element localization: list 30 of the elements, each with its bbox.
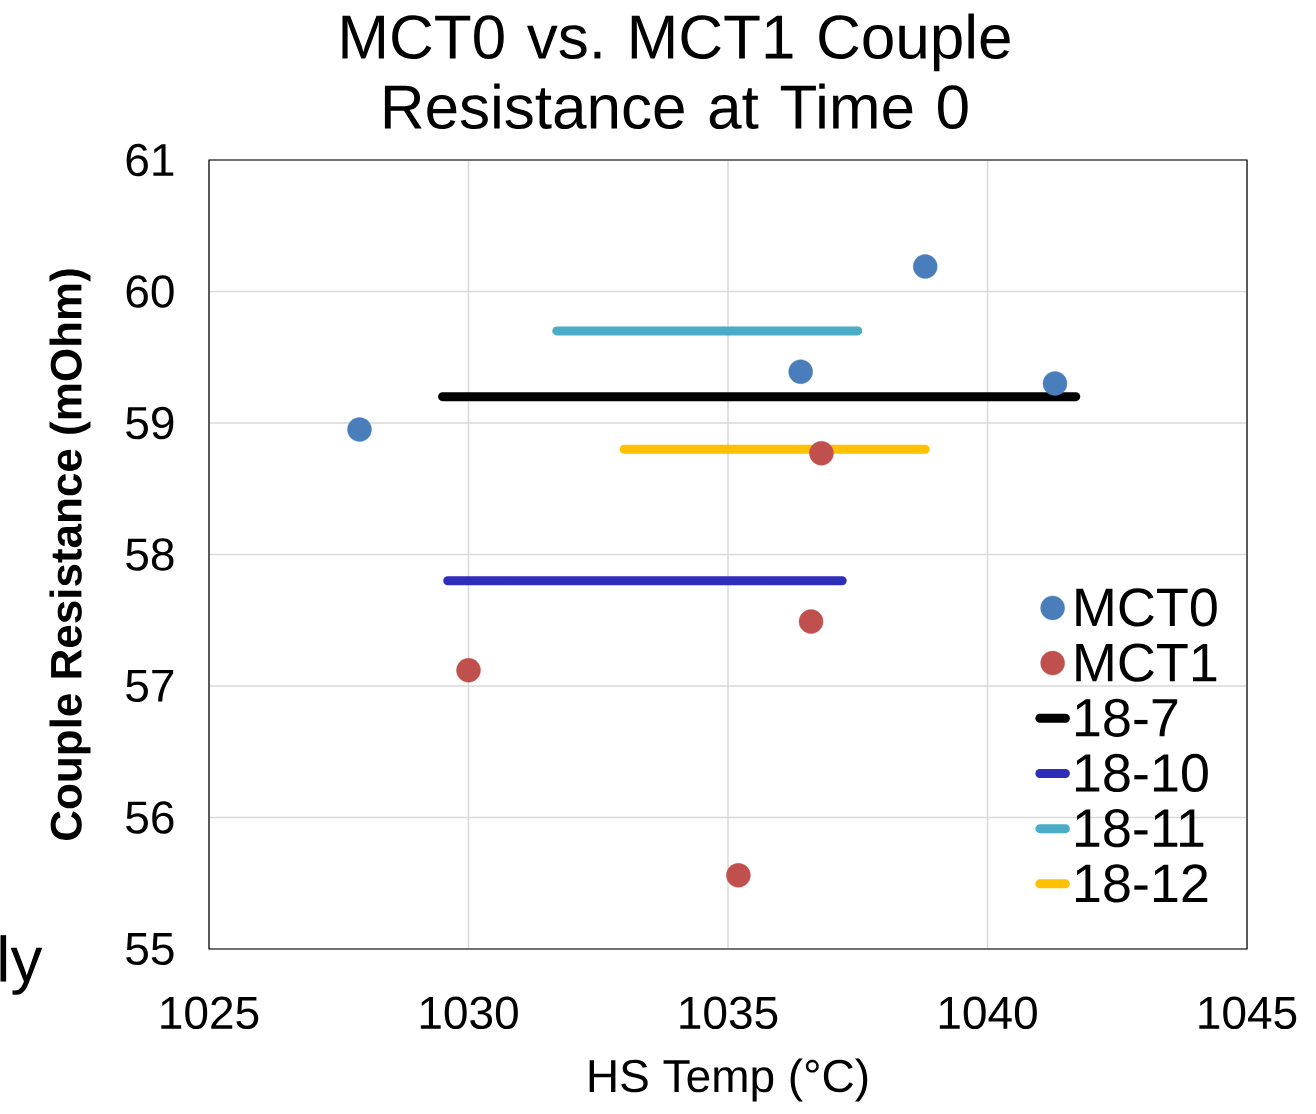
y-tick-label: 55 xyxy=(126,932,174,966)
y-axis-title: Couple Resistance (mOhm) xyxy=(49,269,91,840)
x-tick-label: 1025 xyxy=(161,996,259,1030)
y-tick-label: 56 xyxy=(126,801,174,834)
point xyxy=(726,863,751,888)
point xyxy=(798,609,824,634)
y-tick-label: 61 xyxy=(126,143,174,177)
point xyxy=(456,658,481,683)
y-tick-label: 60 xyxy=(126,275,174,308)
x-tick-label: 1040 xyxy=(939,996,1037,1030)
y-tick-label: 57 xyxy=(126,669,174,703)
point xyxy=(347,417,372,442)
legend-label: 18-10 xyxy=(1075,753,1208,793)
point xyxy=(1042,371,1068,396)
legend-label: 18-7 xyxy=(1075,698,1178,737)
chart-title: MCT0 vs. MCT1 Couple Resistance at Time 0 xyxy=(342,13,1010,130)
y-tick-label: 59 xyxy=(126,406,174,440)
legend-label: 18-11 xyxy=(1075,809,1204,848)
x-axis-title: HS Temp (°C) xyxy=(589,1058,868,1102)
legend-label: 18-12 xyxy=(1075,864,1208,903)
text: ly xyxy=(0,935,43,995)
y-tick-label: 58 xyxy=(126,538,174,571)
point xyxy=(809,441,834,466)
legend-label: MCT0 xyxy=(1076,588,1217,627)
x-tick-label: 1030 xyxy=(420,996,518,1030)
x-tick-label: 1035 xyxy=(680,996,778,1030)
point xyxy=(913,254,938,279)
x-tick-label: 1045 xyxy=(1199,996,1297,1030)
legend-label: MCT1 xyxy=(1076,643,1217,682)
point xyxy=(788,359,813,384)
